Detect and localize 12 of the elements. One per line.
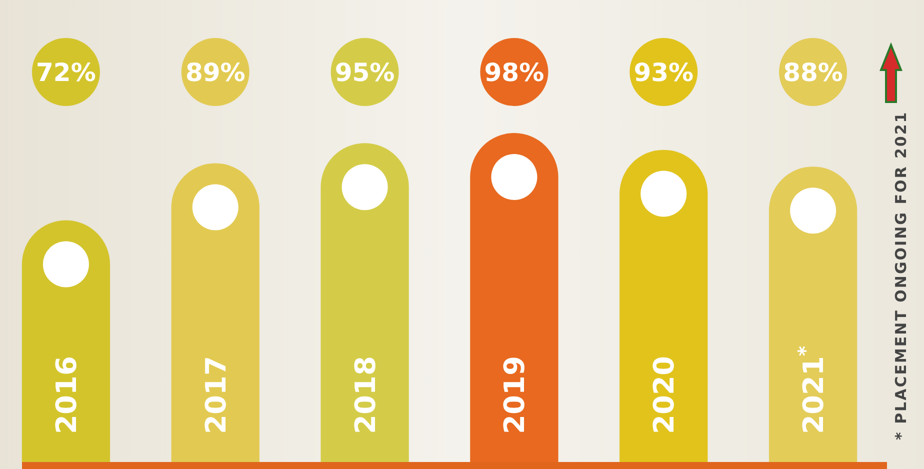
x-tick-label: 2020 (648, 356, 681, 434)
data-label: 93% (634, 58, 694, 87)
x-tick-label: 2016 (50, 356, 83, 434)
data-label: 95% (334, 58, 395, 87)
x-tick-label: 2017 (199, 356, 232, 434)
x-tick-label: 2019 (498, 356, 532, 434)
text: * PLACEMENT ONGOING FOR 2021 (892, 110, 910, 440)
x-tick-label: 2018 (348, 356, 382, 434)
data-label: 72% (36, 58, 96, 87)
data-label: 88% (783, 58, 843, 87)
data-label: 98% (484, 58, 544, 87)
data-label: 89% (185, 58, 246, 87)
